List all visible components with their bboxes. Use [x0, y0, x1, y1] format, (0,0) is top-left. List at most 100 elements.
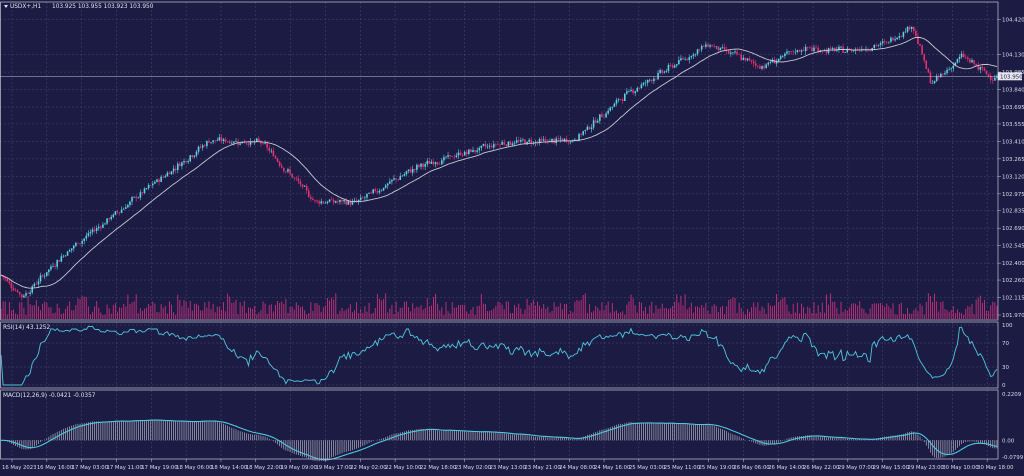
- bearish-candle[interactable]: [517, 140, 520, 142]
- bearish-candle[interactable]: [661, 70, 664, 73]
- bullish-candle[interactable]: [486, 146, 489, 148]
- bearish-candle[interactable]: [199, 146, 202, 148]
- bearish-candle[interactable]: [27, 293, 29, 294]
- bullish-candle[interactable]: [457, 152, 460, 156]
- bearish-candle[interactable]: [220, 137, 223, 142]
- bullish-candle[interactable]: [584, 129, 587, 132]
- bullish-candle[interactable]: [114, 211, 117, 215]
- bearish-candle[interactable]: [811, 47, 813, 52]
- rsi-panel[interactable]: [0, 324, 998, 386]
- bullish-candle[interactable]: [389, 181, 391, 184]
- bullish-candle[interactable]: [343, 199, 345, 202]
- bearish-candle[interactable]: [915, 30, 917, 37]
- bullish-candle[interactable]: [796, 50, 799, 52]
- bullish-candle[interactable]: [197, 146, 200, 152]
- bullish-candle[interactable]: [364, 197, 366, 199]
- bullish-candle[interactable]: [542, 139, 545, 141]
- bearish-candle[interactable]: [671, 65, 674, 68]
- bullish-candle[interactable]: [147, 185, 150, 189]
- bearish-candle[interactable]: [409, 169, 412, 173]
- bullish-candle[interactable]: [979, 66, 982, 70]
- bullish-candle[interactable]: [688, 57, 691, 61]
- bearish-candle[interactable]: [495, 144, 497, 145]
- bearish-candle[interactable]: [815, 47, 817, 49]
- bearish-candle[interactable]: [451, 156, 454, 157]
- bullish-candle[interactable]: [940, 73, 942, 78]
- bullish-candle[interactable]: [468, 149, 470, 154]
- bullish-candle[interactable]: [407, 169, 410, 172]
- bullish-candle[interactable]: [201, 145, 204, 148]
- bullish-candle[interactable]: [769, 62, 772, 63]
- bearish-candle[interactable]: [453, 156, 456, 158]
- bullish-candle[interactable]: [948, 69, 950, 70]
- bullish-candle[interactable]: [193, 155, 196, 157]
- bearish-candle[interactable]: [21, 294, 23, 298]
- bullish-candle[interactable]: [563, 138, 566, 142]
- bullish-candle[interactable]: [653, 78, 655, 82]
- bullish-candle[interactable]: [678, 60, 680, 65]
- bearish-candle[interactable]: [297, 178, 300, 182]
- bullish-candle[interactable]: [480, 145, 483, 148]
- bullish-candle[interactable]: [634, 91, 636, 94]
- bullish-candle[interactable]: [472, 150, 474, 152]
- bearish-candle[interactable]: [829, 48, 832, 49]
- bearish-candle[interactable]: [245, 142, 248, 144]
- bearish-candle[interactable]: [295, 177, 298, 179]
- bearish-candle[interactable]: [16, 290, 19, 293]
- bullish-candle[interactable]: [960, 53, 963, 57]
- bullish-candle[interactable]: [765, 64, 767, 69]
- bearish-candle[interactable]: [603, 117, 605, 118]
- bullish-candle[interactable]: [956, 59, 959, 63]
- bullish-candle[interactable]: [877, 44, 880, 46]
- bearish-candle[interactable]: [118, 212, 121, 213]
- bullish-candle[interactable]: [351, 201, 354, 205]
- bearish-candle[interactable]: [869, 50, 871, 52]
- bearish-candle[interactable]: [981, 66, 984, 69]
- bearish-candle[interactable]: [318, 201, 320, 204]
- bearish-candle[interactable]: [557, 138, 560, 140]
- bearish-candle[interactable]: [93, 229, 96, 231]
- bullish-candle[interactable]: [239, 143, 241, 145]
- bullish-candle[interactable]: [424, 164, 426, 167]
- bullish-candle[interactable]: [181, 162, 183, 167]
- bullish-candle[interactable]: [952, 65, 955, 69]
- bullish-candle[interactable]: [378, 190, 381, 193]
- bearish-candle[interactable]: [727, 50, 730, 54]
- bearish-candle[interactable]: [833, 47, 836, 51]
- bullish-candle[interactable]: [405, 171, 408, 175]
- bearish-candle[interactable]: [436, 162, 439, 165]
- bullish-candle[interactable]: [189, 155, 192, 162]
- bearish-candle[interactable]: [919, 43, 921, 46]
- bullish-candle[interactable]: [700, 46, 703, 50]
- bullish-candle[interactable]: [326, 201, 329, 204]
- bullish-candle[interactable]: [767, 62, 770, 65]
- bearish-candle[interactable]: [141, 192, 144, 193]
- bearish-candle[interactable]: [544, 139, 547, 141]
- bullish-candle[interactable]: [231, 142, 233, 144]
- bearish-candle[interactable]: [179, 163, 181, 167]
- bearish-candle[interactable]: [8, 281, 11, 284]
- bearish-candle[interactable]: [885, 42, 888, 43]
- bullish-candle[interactable]: [176, 163, 179, 171]
- bearish-candle[interactable]: [632, 89, 634, 94]
- bearish-candle[interactable]: [470, 149, 472, 152]
- bullish-candle[interactable]: [551, 138, 553, 142]
- bearish-candle[interactable]: [54, 266, 56, 267]
- bearish-candle[interactable]: [738, 54, 740, 55]
- bearish-candle[interactable]: [713, 46, 715, 48]
- bearish-candle[interactable]: [370, 192, 372, 194]
- bearish-candle[interactable]: [717, 46, 720, 51]
- bearish-candle[interactable]: [316, 200, 318, 202]
- bearish-candle[interactable]: [12, 288, 15, 291]
- bearish-candle[interactable]: [497, 144, 499, 145]
- bearish-candle[interactable]: [686, 59, 688, 61]
- bullish-candle[interactable]: [844, 52, 846, 53]
- bearish-candle[interactable]: [524, 139, 526, 145]
- bullish-candle[interactable]: [102, 224, 104, 228]
- bullish-candle[interactable]: [386, 183, 389, 186]
- bullish-candle[interactable]: [104, 223, 106, 225]
- bullish-candle[interactable]: [730, 52, 732, 54]
- bearish-candle[interactable]: [438, 164, 441, 165]
- bullish-candle[interactable]: [994, 77, 996, 81]
